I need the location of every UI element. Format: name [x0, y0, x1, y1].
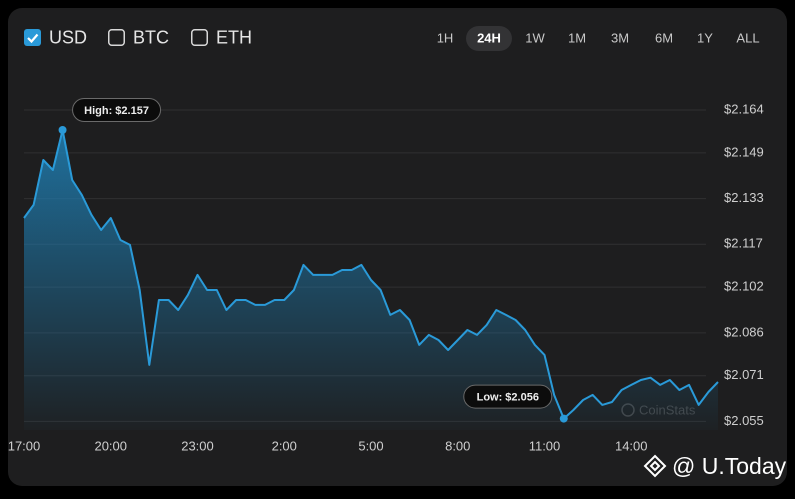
currency-toggle[interactable]: USD — [24, 27, 87, 47]
annotation-label: Low: $2.056 — [477, 391, 539, 403]
y-tick-label: $2.055 — [724, 413, 764, 428]
x-tick-label: 11:00 — [529, 438, 561, 453]
x-tick-label: 20:00 — [94, 438, 127, 453]
x-tick-label: 2:00 — [272, 438, 297, 453]
range-button-label[interactable]: 3M — [611, 30, 629, 45]
range-button-label[interactable]: ALL — [736, 30, 759, 45]
range-button-label-active[interactable]: 24H — [477, 30, 501, 45]
currency-label: BTC — [133, 27, 169, 47]
currency-toggle[interactable]: ETH — [191, 27, 252, 47]
checkbox-checked[interactable] — [24, 29, 41, 46]
y-tick-label: $2.117 — [724, 236, 763, 251]
y-tick-label: $2.102 — [724, 279, 764, 294]
overlay-brand: @ U.Today — [643, 453, 787, 479]
y-tick-label: $2.149 — [724, 144, 764, 159]
currency-toggle[interactable]: BTC — [108, 27, 169, 47]
checkbox[interactable] — [108, 29, 125, 46]
annotation-point — [559, 414, 568, 423]
x-tick-label: 8:00 — [445, 438, 470, 453]
x-tick-label: 5:00 — [358, 438, 383, 453]
y-tick-label: $2.071 — [724, 367, 764, 382]
x-tick-label: 23:00 — [181, 438, 214, 453]
range-button-label[interactable]: 1Y — [697, 30, 713, 45]
checkbox[interactable] — [191, 29, 208, 46]
check-mark — [27, 33, 39, 44]
range-button-label[interactable]: 6M — [655, 30, 673, 45]
annotation-pill — [72, 98, 162, 122]
annotation-label: High: $2.157 — [84, 105, 149, 117]
currency-label: ETH — [216, 27, 252, 47]
y-tick-label: $2.133 — [724, 190, 764, 205]
annotation-point — [58, 126, 67, 134]
overlay-text: @ U.Today — [672, 453, 787, 479]
range-button-label[interactable]: 1H — [437, 30, 454, 45]
range-button-label[interactable]: 1W — [525, 30, 545, 45]
range-button-active[interactable] — [466, 26, 512, 51]
y-tick-label: $2.086 — [724, 324, 764, 339]
x-tick-label: 14:00 — [615, 438, 648, 453]
line — [23, 129, 719, 420]
annotation-pill — [463, 384, 553, 409]
currency-label: USD — [49, 27, 87, 47]
y-tick-label: $2.164 — [724, 101, 764, 116]
brand-icon — [643, 454, 667, 478]
x-tick-label: 17:00 — [8, 438, 41, 453]
range-button-label[interactable]: 1M — [568, 30, 586, 45]
